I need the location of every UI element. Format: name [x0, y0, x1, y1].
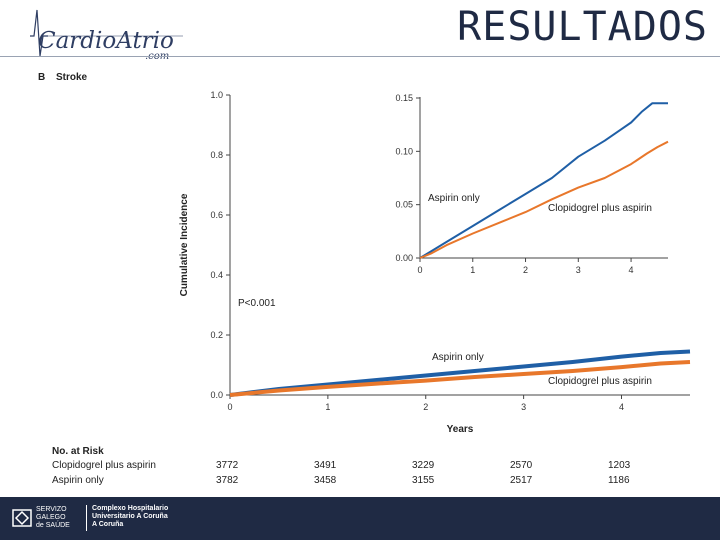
- inset-background: [388, 90, 688, 280]
- inset-x-tick-label: 0: [417, 265, 422, 275]
- inset-x-tick-label: 2: [523, 265, 528, 275]
- inset-chart: 0.00 0.05 0.10 0.15 0 1 2 3 4 Aspirin only Clop…: [388, 90, 688, 280]
- risk-row-label-aspirin: Aspirin only: [52, 475, 104, 486]
- inset-y-tick-label: 0.15: [395, 93, 413, 103]
- main-x-tick-label: 0: [227, 402, 232, 412]
- x-axis-label: Years: [447, 424, 474, 435]
- footer-org-line: de SAÚDE: [36, 522, 70, 529]
- header-divider: [0, 56, 720, 57]
- main-y-tick-label: 0.8: [210, 150, 223, 160]
- main-y-tick-label: 1.0: [210, 90, 223, 100]
- footer-hospital-line: Universitario A Coruña: [92, 513, 168, 520]
- footer-divider: [86, 505, 87, 531]
- footer-org-line: GALEGO: [36, 514, 66, 521]
- stroke-chart: B Stroke 0.0 0.2 0.4 0.6 0.8 1.0 0 1 2 3 4 Cumula…: [38, 72, 691, 435]
- inset-legend-aspirin: Aspirin only: [428, 193, 480, 204]
- risk-value: 1186: [608, 475, 630, 486]
- panel-title: Stroke: [56, 72, 88, 83]
- y-axis-label: Cumulative Incidence: [179, 193, 190, 296]
- footer-org-line: SERVIZO: [36, 506, 67, 513]
- main-axes: 0.0 0.2 0.4 0.6 0.8 1.0 0 1 2 3 4 Cumulative Inci…: [179, 90, 691, 435]
- main-y-tick-label: 0.4: [210, 270, 223, 280]
- main-legend-clopidogrel: Clopidogrel plus aspirin: [548, 376, 652, 387]
- main-x-tick-label: 4: [619, 402, 624, 412]
- risk-value: 1203: [608, 460, 631, 471]
- risk-value: 3491: [314, 460, 337, 471]
- panel-letter: B: [38, 72, 45, 83]
- main-series-aspirin-only: [229, 349, 691, 397]
- main-x-tick-label: 3: [521, 402, 526, 412]
- risk-value: 3458: [314, 475, 337, 486]
- inset-y-tick-label: 0.00: [395, 253, 413, 263]
- footer-hospital-line: Complexo Hospitalario: [92, 505, 169, 512]
- logo-cardio: Cardio: [38, 28, 117, 54]
- sergas-logo-icon: [12, 509, 32, 527]
- risk-row-label-clopidogrel: Clopidogrel plus aspirin: [52, 460, 156, 471]
- inset-x-tick-label: 3: [576, 265, 581, 275]
- inset-x-tick-label: 1: [470, 265, 475, 275]
- inset-legend-clopidogrel: Clopidogrel plus aspirin: [548, 203, 652, 214]
- inset-y-tick-label: 0.05: [395, 200, 413, 210]
- main-series-clopidogrel-plus-aspirin: [229, 360, 691, 397]
- footer-organization: SERVIZO GALEGO de SAÚDE: [36, 506, 76, 530]
- main-y-tick-label: 0.2: [210, 330, 223, 340]
- slide-title: RESULTADOS: [457, 4, 708, 50]
- risk-table-title: No. at Risk: [52, 446, 104, 457]
- main-legend-aspirin: Aspirin only: [432, 352, 484, 363]
- risk-value: 3229: [412, 460, 435, 471]
- risk-value: 3772: [216, 460, 239, 471]
- inset-y-tick-label: 0.10: [395, 146, 413, 156]
- footer-hospital: Complexo Hospitalario Universitario A Co…: [92, 505, 172, 529]
- inset-series-aspirin-only: [419, 102, 668, 259]
- main-x-tick-label: 1: [325, 402, 330, 412]
- risk-value: 3782: [216, 475, 239, 486]
- inset-x-tick-label: 4: [629, 265, 634, 275]
- p-value-annotation: P<0.001: [238, 298, 276, 309]
- main-y-tick-label: 0.0: [210, 390, 223, 400]
- footer-hospital-line: A Coruña: [92, 521, 124, 528]
- risk-value: 2517: [510, 475, 533, 486]
- risk-value: 3155: [412, 475, 435, 486]
- logo-atrio: Atrio: [116, 28, 174, 54]
- logo-text: CardioAtrio: [38, 28, 174, 54]
- footer-bar: SERVIZO GALEGO de SAÚDE Complexo Hospita…: [0, 497, 720, 540]
- slide-header: CardioAtrio .com RESULTADOS: [0, 0, 720, 62]
- main-y-tick-label: 0.6: [210, 210, 223, 220]
- main-x-tick-label: 2: [423, 402, 428, 412]
- inset-series-clopidogrel-plus-aspirin: [419, 140, 669, 259]
- heartbeat-logo-icon: [30, 9, 183, 57]
- risk-value: 2570: [510, 460, 533, 471]
